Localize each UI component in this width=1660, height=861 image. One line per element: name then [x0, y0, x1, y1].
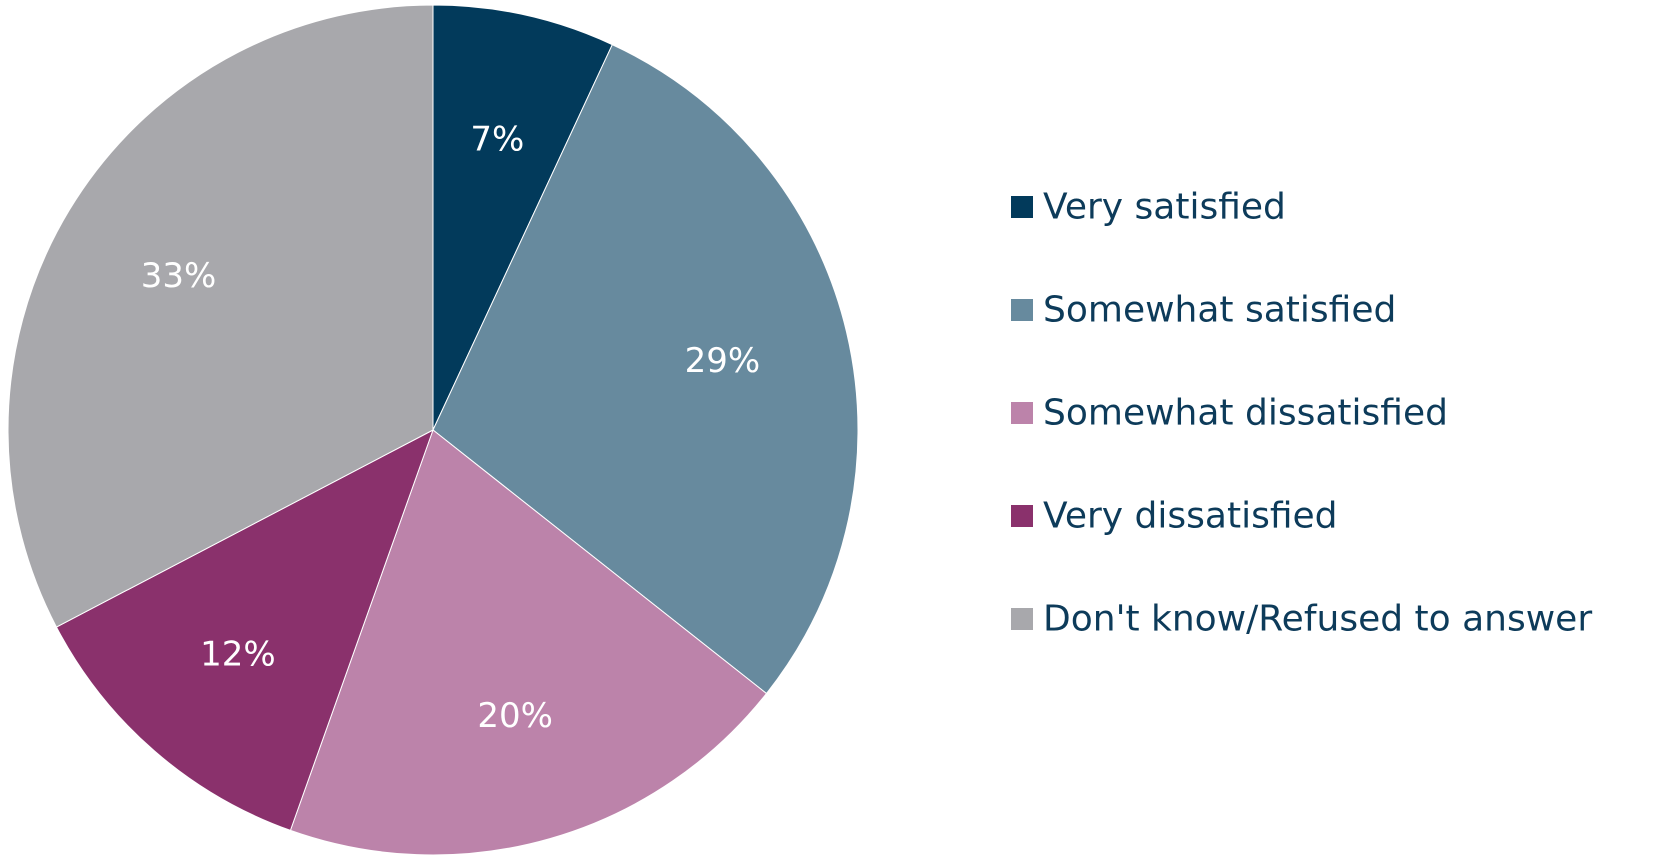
pie-slice-4	[7, 4, 434, 628]
pie-slice-1	[432, 43, 859, 695]
legend-item-3: Very dissatisfied	[1011, 496, 1338, 537]
legend-item-1: Somewhat satisfied	[1011, 290, 1396, 331]
slice-data-label-0: 7%	[470, 120, 524, 160]
slice-data-label-4: 33%	[141, 256, 217, 296]
legend-label-0: Very satisfied	[1043, 187, 1286, 228]
slice-data-label-1: 29%	[685, 341, 761, 381]
pie-slices	[7, 4, 859, 856]
legend-item-2: Somewhat dissatisfied	[1011, 393, 1448, 434]
legend-label-4: Don't know/Refused to answer	[1043, 599, 1592, 640]
legend-label-1: Somewhat satisfied	[1043, 290, 1396, 331]
legend-swatch-4	[1011, 608, 1033, 630]
legend-label-3: Very dissatisfied	[1043, 496, 1338, 537]
slice-data-label-3: 12%	[200, 635, 276, 675]
legend-swatch-2	[1011, 402, 1033, 424]
legend-swatch-1	[1011, 299, 1033, 321]
legend-swatch-3	[1011, 505, 1033, 527]
legend-item-0: Very satisfied	[1011, 187, 1286, 228]
legend-item-4: Don't know/Refused to answer	[1011, 599, 1592, 640]
slice-data-label-2: 20%	[477, 696, 553, 736]
pie-slice-0	[432, 4, 613, 431]
pie-slice-3	[55, 428, 434, 831]
pie-slice-labels: 7% 29% 20% 12% 33%	[141, 120, 760, 736]
legend-label-2: Somewhat dissatisfied	[1043, 393, 1448, 434]
legend: Very satisfied Somewhat satisfied Somewhat…	[1011, 187, 1592, 640]
legend-swatch-0	[1011, 196, 1033, 218]
pie-slice-2	[289, 429, 768, 856]
